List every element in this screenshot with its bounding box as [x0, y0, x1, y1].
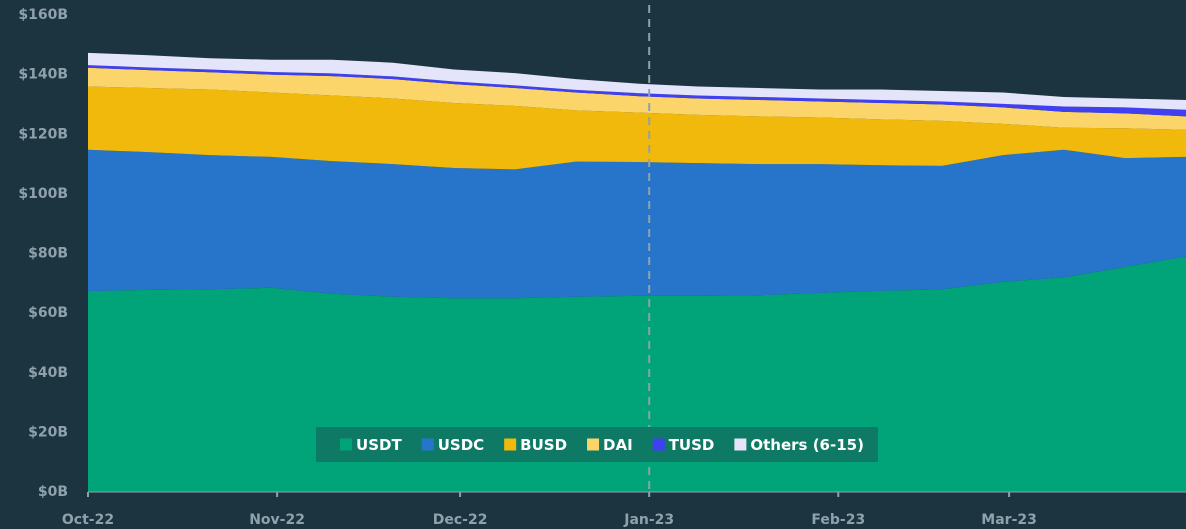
- area: [88, 86, 1186, 170]
- legend-label: TUSD: [669, 436, 715, 454]
- legend-swatch: [734, 438, 747, 451]
- legend-label: DAI: [603, 436, 633, 454]
- legend-swatch: [652, 438, 665, 451]
- x-tick-label: Nov-22: [249, 512, 305, 528]
- legend-label: BUSD: [520, 436, 567, 454]
- y-tick-label: $20B: [28, 424, 68, 440]
- y-tick-label: $120B: [18, 126, 68, 142]
- x-tick-label: Mar-23: [981, 512, 1037, 528]
- y-tick-label: $60B: [28, 305, 68, 321]
- legend-swatch: [340, 438, 353, 451]
- legend-label: USDC: [438, 436, 484, 454]
- area: [88, 149, 1186, 299]
- x-tick-label: Feb-23: [811, 512, 865, 528]
- legend-label: Others (6-15): [750, 436, 864, 454]
- area: [88, 52, 1186, 110]
- y-tick-label: $40B: [28, 365, 68, 381]
- x-tick-label: Dec-22: [433, 512, 488, 528]
- y-tick-label: $100B: [18, 186, 68, 202]
- y-tick-label: $140B: [18, 67, 68, 83]
- x-tick-label: Oct-22: [62, 512, 114, 528]
- y-tick-label: $160B: [18, 7, 68, 23]
- legend-label: USDT: [356, 436, 402, 454]
- legend: USDT USDC BUSD DAI TUSD Others (6-15): [316, 427, 878, 462]
- y-tick-label: $0B: [38, 484, 68, 500]
- area: [88, 67, 1186, 130]
- x-tick-label: Jan-23: [623, 512, 674, 528]
- y-tick-label: $80B: [28, 246, 68, 262]
- legend-swatch: [504, 438, 517, 451]
- legend-swatch: [421, 438, 434, 451]
- legend-swatch: [587, 438, 600, 451]
- area: [88, 65, 1186, 117]
